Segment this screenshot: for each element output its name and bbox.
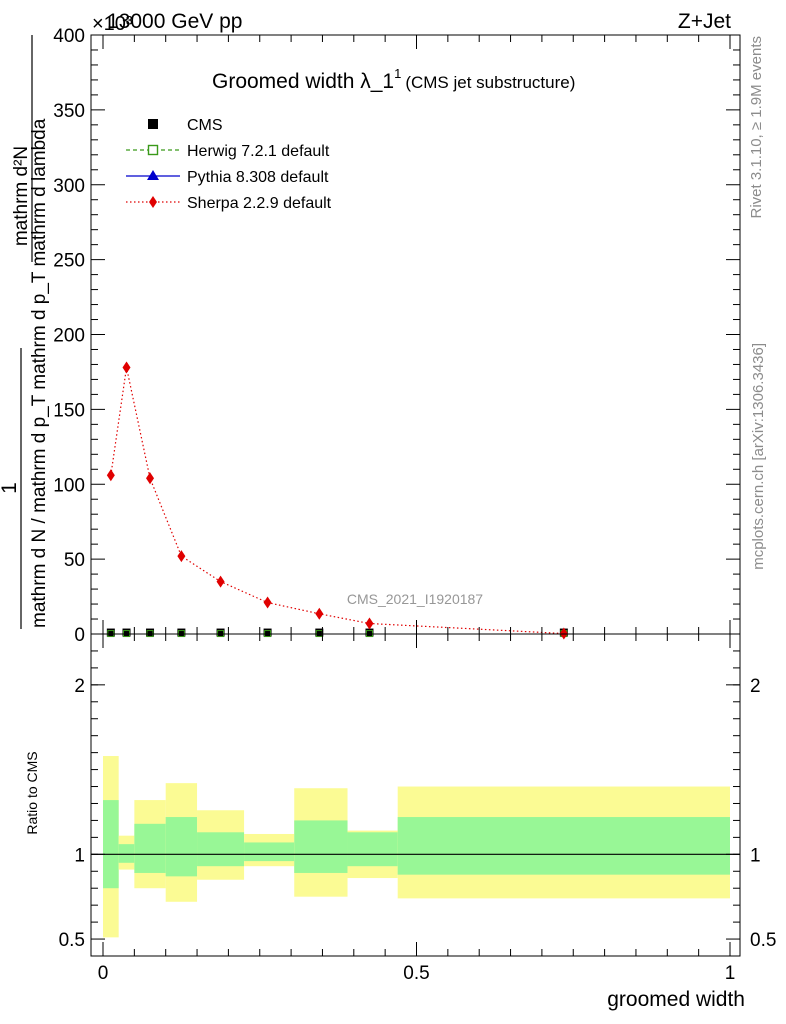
x-axis-label: groomed width [607, 988, 745, 1011]
ratio-ytick-label-left: 1 [74, 845, 85, 866]
legend-label-1: Herwig 7.2.1 default [187, 143, 330, 160]
ylabel-denominator: mathrm d N / mathrm d p_T mathrm d p_T m… [29, 118, 50, 628]
main-ytick-label: 50 [64, 550, 85, 571]
main-ytick-label: 300 [53, 176, 85, 197]
main-ytick-label: 0 [74, 625, 85, 646]
sherpa-point-6 [315, 607, 324, 620]
sherpa-point-7 [365, 617, 374, 630]
ratio-band-green-6 [294, 820, 348, 873]
legend-marker-2 [147, 170, 159, 180]
main-ytick-label: 100 [53, 475, 85, 496]
ratio-ytick-label-right: 2 [750, 676, 761, 697]
cms-point-3 [177, 628, 186, 637]
energy-label: 13000 GeV pp [107, 10, 242, 33]
legend-label-3: Sherpa 2.2.9 default [187, 195, 332, 212]
ratio-ytick-label-right: 0.5 [750, 930, 776, 951]
sherpa-point-5 [263, 596, 272, 609]
cms-point-0 [106, 628, 115, 637]
ratio-band-green-5 [244, 842, 295, 862]
main-ylabel: 1 mathrm d N / mathrm d p_T mathrm d p_T… [0, 35, 50, 629]
main-ytick-label: 350 [53, 101, 85, 122]
chart-title-main: Groomed width λ_1 [212, 70, 394, 93]
ratio-xtick-label: 1 [725, 963, 736, 984]
axis-ticks: 0 50 100 150 200 250 300 350 400 0 0.5 1 0.5 0.5 1 1 2 2 [53, 26, 776, 984]
ratio-band-green-3 [165, 817, 198, 877]
ylabel-one: 1 [0, 482, 21, 494]
ratio-band-green-7 [347, 832, 398, 867]
watermark: CMS_2021_I1920187 [347, 591, 483, 607]
chart-title-sup: 1 [394, 66, 401, 81]
main-ytick-label: 250 [53, 251, 85, 272]
main-series [106, 361, 568, 640]
legend-marker-1 [147, 144, 159, 156]
cms-point-7 [365, 628, 374, 637]
legend-label-0: CMS [187, 117, 223, 134]
sherpa-point-1 [122, 361, 131, 374]
ratio-band-green-8 [397, 817, 730, 875]
legend-label-2: Pythia 8.308 default [187, 169, 329, 186]
legend-marker-3 [149, 196, 157, 208]
main-ytick-label: 200 [53, 326, 85, 347]
ratio-ytick-label-left: 2 [74, 676, 85, 697]
ratio-xtick-label: 0.5 [403, 963, 429, 984]
ratio-xtick-label: 0 [98, 963, 109, 984]
process-label: Z+Jet [678, 10, 731, 33]
ratio-band-green-1 [118, 844, 135, 863]
mcplots-label: mcplots.cern.ch [arXiv:1306.3436] [750, 343, 767, 570]
ratio-band-green-4 [197, 832, 245, 867]
ylabel-numerator: mathrm d²N [11, 146, 32, 246]
cms-point-1 [122, 628, 131, 637]
ratio-ytick-label-left: 0.5 [59, 930, 85, 951]
sherpa-point-2 [146, 472, 155, 485]
sherpa-line [110, 367, 564, 635]
ratio-band-green-0 [103, 800, 119, 889]
sherpa-point-4 [216, 575, 225, 588]
legend: CMS Herwig 7.2.1 default Pythia 8.308 defa… [126, 117, 332, 212]
ratio-ytick-label-right: 1 [750, 845, 761, 866]
ratio-bands [103, 756, 730, 938]
chart-title-sub: (CMS jet substructure) [405, 73, 575, 92]
cms-point-2 [146, 628, 155, 637]
chart-title: Groomed width λ_11 (CMS jet substructure) [212, 66, 575, 93]
main-ytick-label: 400 [53, 26, 85, 47]
ratio-frame [90, 633, 741, 957]
exponent-label: ×10³ [92, 13, 133, 35]
main-ytick-label: 150 [53, 400, 85, 421]
ratio-ylabel: Ratio to CMS [24, 751, 40, 834]
sherpa-point-0 [106, 469, 115, 482]
cms-point-5 [263, 628, 272, 637]
ratio-band-green-2 [134, 823, 166, 873]
cms-point-6 [315, 628, 324, 637]
cms-point-4 [216, 628, 225, 637]
rivet-label: Rivet 3.1.10, ≥ 1.9M events [748, 36, 765, 219]
sherpa-point-3 [177, 550, 186, 563]
legend-marker-0 [148, 119, 158, 129]
